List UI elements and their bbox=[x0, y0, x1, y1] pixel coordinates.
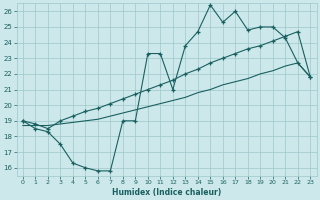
X-axis label: Humidex (Indice chaleur): Humidex (Indice chaleur) bbox=[112, 188, 221, 197]
